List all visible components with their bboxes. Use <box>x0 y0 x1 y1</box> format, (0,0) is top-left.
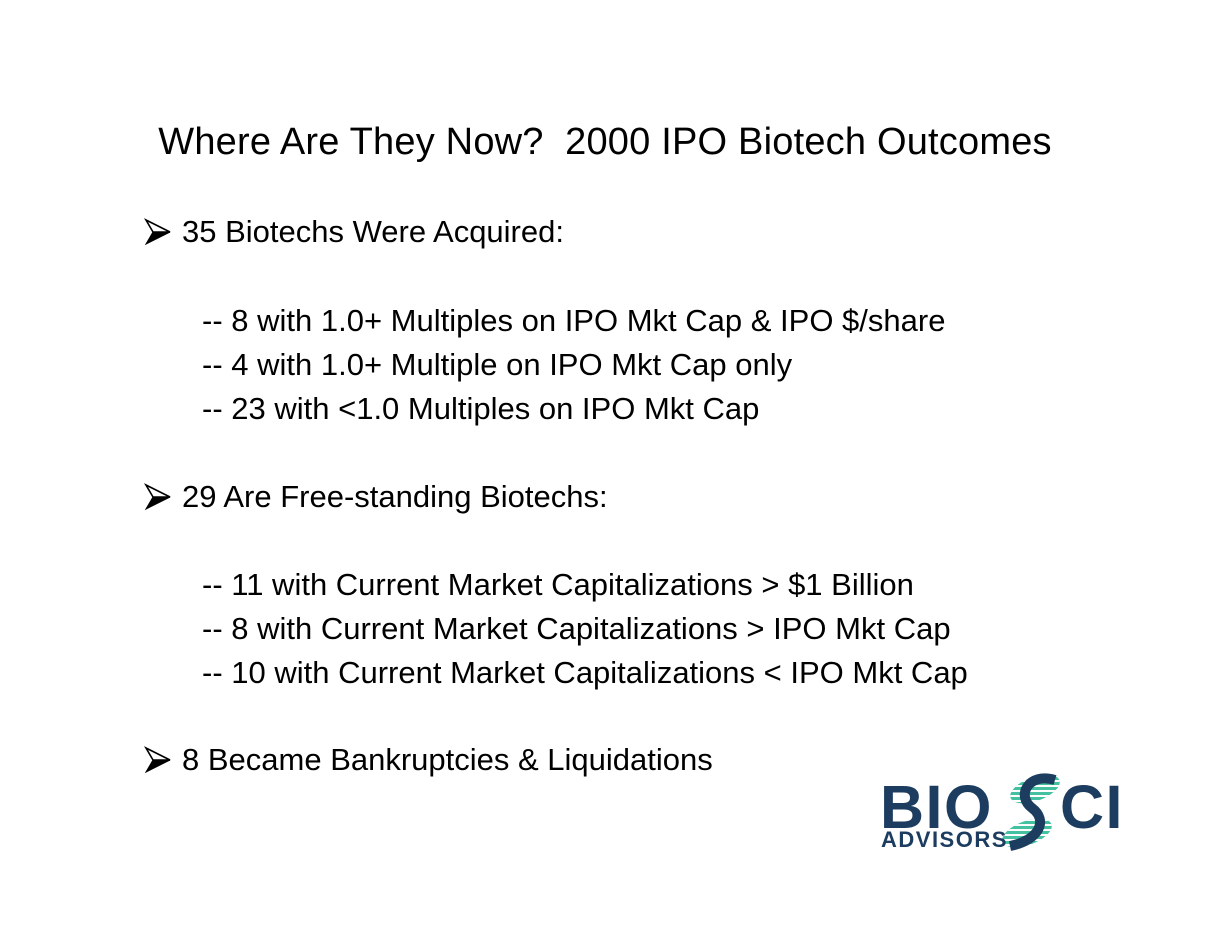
bullet-acquired: 35 Biotechs Were Acquired: <box>143 215 564 249</box>
dna-helix-icon <box>1000 773 1064 851</box>
logo-text-advisors: ADVISORS <box>881 827 1008 852</box>
page-title: Where Are They Now? 2000 IPO Biotech Out… <box>158 121 1052 163</box>
subitem: -- 23 with <1.0 Multiples on IPO Mkt Cap <box>202 391 760 426</box>
subitem: -- 4 with 1.0+ Multiple on IPO Mkt Cap o… <box>202 347 793 382</box>
arrowhead-bullet-icon <box>143 746 171 774</box>
arrowhead-bullet-icon <box>143 483 171 511</box>
bullet-freestanding: 29 Are Free-standing Biotechs: <box>143 480 608 514</box>
subitem: -- 8 with 1.0+ Multiples on IPO Mkt Cap … <box>202 303 946 338</box>
bullet-bankruptcies-label: 8 Became Bankruptcies & Liquidations <box>182 742 713 777</box>
subitem: -- 8 with Current Market Capitalizations… <box>202 611 951 646</box>
subitem: -- 11 with Current Market Capitalization… <box>202 567 914 602</box>
bullet-acquired-subitems: -- 8 with 1.0+ Multiples on IPO Mkt Cap … <box>202 299 945 431</box>
biosci-advisors-logo: BIO <box>878 766 1144 866</box>
bullet-freestanding-subitems: -- 11 with Current Market Capitalization… <box>202 563 968 695</box>
logo-text-bio: BIO <box>880 773 993 841</box>
subitem: -- 10 with Current Market Capitalization… <box>202 655 968 690</box>
bullet-bankruptcies: 8 Became Bankruptcies & Liquidations <box>143 743 713 777</box>
logo-text-ci: CI <box>1060 773 1124 841</box>
bullet-acquired-label: 35 Biotechs Were Acquired: <box>182 214 564 249</box>
bullet-freestanding-label: 29 Are Free-standing Biotechs: <box>182 479 608 514</box>
arrowhead-bullet-icon <box>143 218 171 246</box>
